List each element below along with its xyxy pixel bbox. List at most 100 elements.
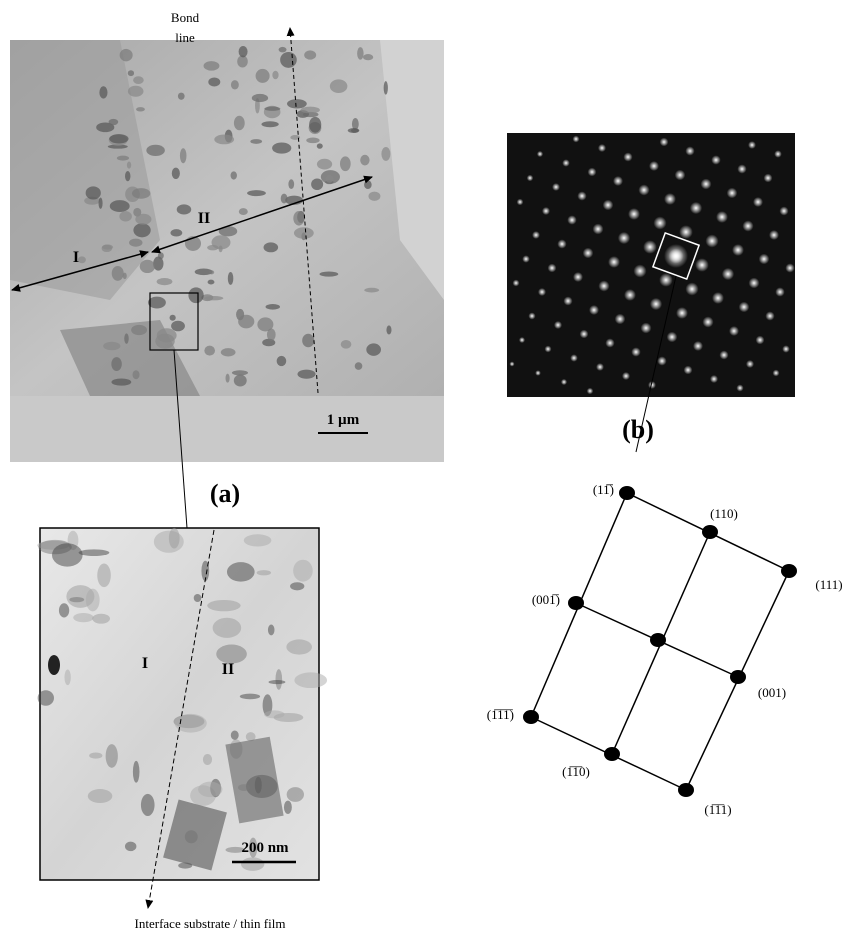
grain bbox=[154, 531, 184, 553]
grain bbox=[279, 47, 287, 52]
spot bbox=[679, 225, 693, 239]
scale-bar-label: 1 µm bbox=[327, 412, 360, 428]
spot bbox=[608, 256, 620, 268]
grain bbox=[204, 296, 223, 300]
spot bbox=[693, 341, 703, 351]
grain bbox=[228, 272, 234, 285]
spot bbox=[660, 138, 669, 147]
lattice bbox=[523, 486, 797, 797]
grain bbox=[330, 79, 348, 93]
miller-index: (11̅̅) bbox=[593, 482, 614, 497]
grain bbox=[140, 260, 155, 273]
grain bbox=[288, 179, 294, 189]
spot bbox=[722, 268, 734, 280]
grain bbox=[170, 229, 182, 236]
grain bbox=[89, 752, 102, 758]
grain bbox=[86, 186, 101, 199]
spot bbox=[782, 345, 789, 352]
grain bbox=[284, 801, 292, 814]
spot bbox=[685, 282, 698, 295]
grain bbox=[252, 94, 268, 102]
miller-index: (001) bbox=[758, 685, 786, 700]
grain bbox=[208, 280, 215, 285]
caption: Interface substrate / thin film bbox=[135, 916, 286, 931]
spot bbox=[643, 240, 657, 254]
grain bbox=[294, 672, 327, 688]
grain bbox=[170, 315, 176, 321]
spot bbox=[624, 289, 636, 301]
annotation: line bbox=[175, 30, 195, 45]
grain bbox=[280, 52, 297, 68]
grain bbox=[297, 370, 315, 379]
grain bbox=[38, 690, 54, 706]
grain bbox=[99, 86, 107, 98]
spot bbox=[659, 273, 673, 287]
grain bbox=[239, 208, 248, 215]
spot bbox=[622, 372, 630, 380]
grain bbox=[178, 93, 185, 100]
diffraction-pattern bbox=[507, 133, 795, 397]
spot bbox=[542, 207, 550, 215]
grain bbox=[234, 116, 245, 131]
grain bbox=[52, 543, 83, 566]
spot bbox=[633, 264, 646, 277]
grain bbox=[171, 321, 185, 331]
grain bbox=[203, 754, 212, 765]
grain bbox=[317, 143, 323, 148]
grain bbox=[240, 694, 260, 700]
spot bbox=[548, 264, 557, 273]
spot bbox=[756, 336, 765, 345]
spot bbox=[712, 292, 724, 304]
spot bbox=[593, 224, 604, 235]
spot bbox=[557, 239, 566, 248]
spot bbox=[638, 184, 649, 195]
grain bbox=[231, 80, 239, 89]
grain bbox=[133, 761, 140, 783]
grain bbox=[250, 139, 262, 144]
grain bbox=[136, 107, 145, 111]
grain bbox=[86, 589, 100, 612]
grain bbox=[110, 200, 130, 212]
spot bbox=[598, 144, 606, 152]
grain bbox=[341, 340, 352, 349]
grain bbox=[264, 710, 284, 718]
spot bbox=[517, 199, 524, 206]
spot bbox=[598, 280, 609, 291]
spot bbox=[623, 152, 632, 161]
grain bbox=[266, 304, 280, 310]
spot bbox=[749, 278, 760, 289]
grain bbox=[239, 46, 248, 57]
grain bbox=[172, 168, 180, 179]
spot bbox=[653, 216, 666, 229]
grain bbox=[381, 147, 390, 161]
spot bbox=[739, 302, 750, 313]
grain bbox=[92, 614, 110, 624]
grain bbox=[214, 135, 234, 145]
grain bbox=[364, 180, 372, 189]
spot bbox=[649, 161, 659, 171]
grain bbox=[109, 119, 119, 125]
grain bbox=[157, 278, 173, 285]
grain bbox=[264, 242, 279, 252]
figure: Bond line I II 1 µm (a) I II 200 nm Inte… bbox=[0, 0, 849, 934]
spot bbox=[588, 168, 597, 177]
grain bbox=[317, 159, 332, 170]
spot bbox=[589, 305, 599, 315]
grain bbox=[73, 613, 93, 622]
grain bbox=[131, 325, 147, 335]
grain bbox=[238, 315, 254, 329]
grain bbox=[357, 47, 363, 59]
spot bbox=[562, 159, 569, 166]
spot bbox=[690, 202, 702, 214]
spot bbox=[657, 356, 666, 365]
spot bbox=[535, 370, 541, 376]
region-label: I bbox=[142, 655, 148, 672]
spot bbox=[603, 200, 614, 211]
grain bbox=[177, 204, 191, 214]
grain bbox=[234, 375, 247, 387]
spot bbox=[641, 323, 652, 334]
spot bbox=[702, 316, 713, 327]
spot bbox=[727, 188, 738, 199]
grain bbox=[286, 639, 312, 654]
grain bbox=[99, 197, 103, 208]
